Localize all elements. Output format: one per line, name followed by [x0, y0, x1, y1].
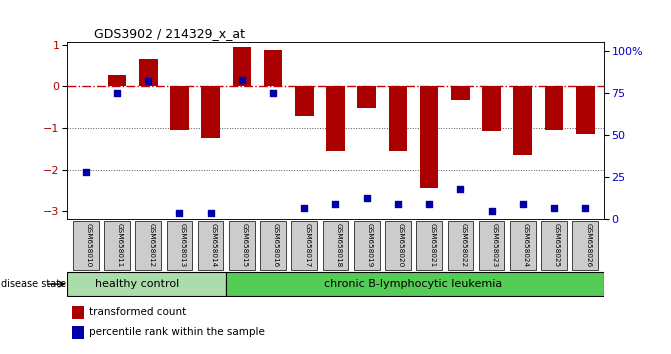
FancyBboxPatch shape — [67, 272, 226, 296]
Text: GSM658020: GSM658020 — [398, 223, 404, 267]
Bar — [389, 86, 407, 151]
FancyBboxPatch shape — [226, 272, 604, 296]
FancyBboxPatch shape — [478, 221, 505, 270]
Text: disease state: disease state — [1, 279, 66, 289]
Text: GSM658022: GSM658022 — [460, 223, 466, 267]
Point — [81, 170, 91, 175]
Text: transformed count: transformed count — [89, 307, 186, 318]
FancyBboxPatch shape — [198, 221, 223, 270]
Point — [393, 201, 403, 207]
Bar — [545, 86, 564, 130]
Point — [299, 205, 309, 211]
Text: healthy control: healthy control — [95, 279, 179, 289]
Text: GSM658013: GSM658013 — [179, 223, 185, 267]
Bar — [107, 75, 126, 86]
Text: GSM658010: GSM658010 — [86, 223, 92, 267]
Text: GSM658021: GSM658021 — [429, 223, 435, 267]
Bar — [326, 86, 345, 151]
Text: GSM658012: GSM658012 — [148, 223, 154, 267]
FancyBboxPatch shape — [416, 221, 442, 270]
Point — [455, 186, 466, 192]
Bar — [358, 86, 376, 108]
Text: GDS3902 / 214329_x_at: GDS3902 / 214329_x_at — [94, 27, 245, 40]
Text: GSM658019: GSM658019 — [367, 223, 372, 267]
FancyBboxPatch shape — [260, 221, 286, 270]
FancyBboxPatch shape — [323, 221, 348, 270]
Text: GSM658018: GSM658018 — [336, 223, 342, 267]
FancyBboxPatch shape — [385, 221, 411, 270]
Point — [205, 210, 216, 216]
Point — [174, 210, 185, 216]
FancyBboxPatch shape — [104, 221, 130, 270]
Text: GSM658023: GSM658023 — [492, 223, 498, 267]
Point — [268, 90, 278, 96]
FancyBboxPatch shape — [136, 221, 161, 270]
Point — [580, 205, 590, 211]
Text: chronic B-lymphocytic leukemia: chronic B-lymphocytic leukemia — [324, 279, 503, 289]
Point — [486, 208, 497, 214]
Bar — [170, 86, 189, 130]
Point — [330, 201, 341, 207]
FancyBboxPatch shape — [229, 221, 255, 270]
Text: GSM658026: GSM658026 — [585, 223, 591, 267]
Bar — [295, 86, 313, 116]
Point — [362, 195, 372, 200]
Bar — [139, 59, 158, 86]
Text: GSM658024: GSM658024 — [523, 223, 529, 267]
Bar — [233, 47, 251, 86]
Bar — [420, 86, 438, 188]
Text: GSM658016: GSM658016 — [273, 223, 279, 267]
Text: GSM658011: GSM658011 — [117, 223, 123, 267]
Text: percentile rank within the sample: percentile rank within the sample — [89, 327, 264, 337]
FancyBboxPatch shape — [541, 221, 567, 270]
Point — [143, 79, 154, 84]
FancyBboxPatch shape — [354, 221, 380, 270]
Point — [111, 90, 122, 96]
FancyBboxPatch shape — [572, 221, 598, 270]
Bar — [72, 306, 85, 319]
Point — [424, 201, 435, 207]
FancyBboxPatch shape — [291, 221, 317, 270]
Bar — [201, 86, 220, 138]
Bar — [264, 50, 282, 86]
Bar — [451, 86, 470, 99]
FancyBboxPatch shape — [166, 221, 193, 270]
FancyBboxPatch shape — [510, 221, 535, 270]
Bar — [482, 86, 501, 131]
Text: GSM658017: GSM658017 — [304, 223, 310, 267]
Bar — [72, 326, 85, 339]
Text: GSM658015: GSM658015 — [242, 223, 248, 267]
Point — [517, 201, 528, 207]
Point — [236, 77, 247, 82]
Text: GSM658014: GSM658014 — [211, 223, 217, 267]
Text: GSM658025: GSM658025 — [554, 223, 560, 267]
Bar — [513, 86, 532, 155]
Bar — [576, 86, 595, 134]
FancyBboxPatch shape — [448, 221, 473, 270]
FancyBboxPatch shape — [73, 221, 99, 270]
Point — [549, 205, 560, 211]
